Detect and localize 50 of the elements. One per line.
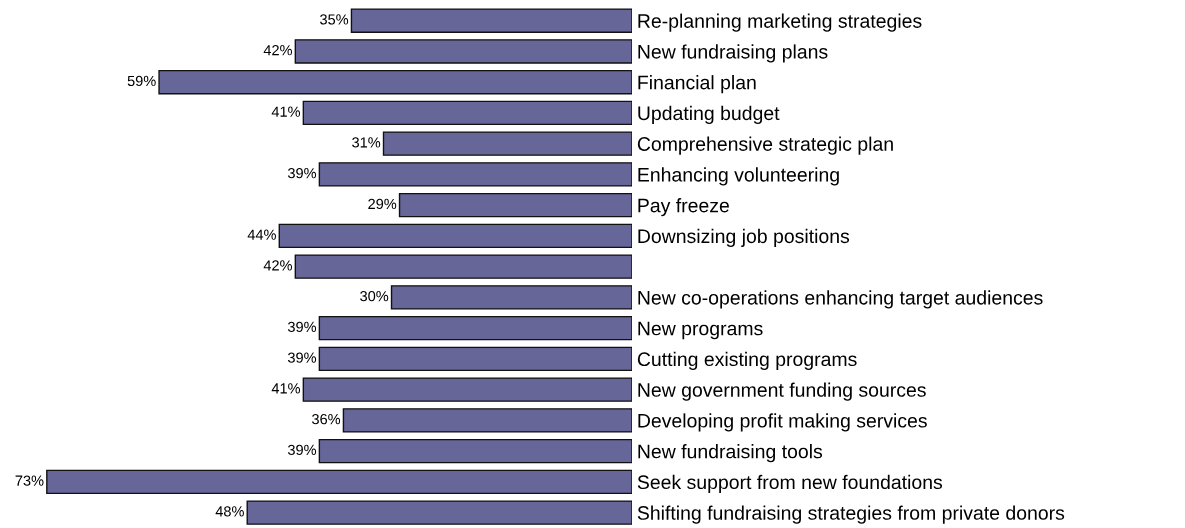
bar [294, 39, 632, 64]
y-tick-label: Seek support from new foundations [637, 474, 943, 493]
data-label: 73% [15, 475, 44, 486]
data-label: 29% [368, 198, 397, 210]
y-tick-label: New fundraising plans [638, 44, 828, 63]
y-tick-label: Shifting fundraising strategies from private donors [637, 505, 1065, 524]
data-label: 41% [271, 383, 301, 394]
bar [390, 285, 632, 310]
data-label: 39% [287, 321, 317, 333]
data-label: 41% [271, 106, 301, 117]
y-tick-label: Comprehensive strategic plan [637, 136, 893, 155]
bar [318, 438, 632, 464]
bar [318, 346, 632, 372]
bar [278, 223, 632, 249]
data-label: 39% [287, 352, 317, 363]
y-tick-label: Enhancing volunteering [638, 167, 839, 186]
y-tick-label: New government funding sources [638, 382, 926, 401]
y-tick-label: New programs [638, 321, 763, 340]
data-label: 39% [287, 444, 317, 456]
bar [318, 162, 632, 187]
y-tick-label: New fundraising tools [638, 444, 823, 463]
y-tick-label: Financial plan [638, 75, 756, 94]
y-tick-label: Downsizing job positions [638, 228, 850, 247]
bar [246, 500, 632, 525]
bar [350, 8, 632, 33]
data-label: 35% [320, 14, 349, 25]
y-tick-label: Updating budget [638, 105, 780, 124]
bar [342, 408, 632, 433]
data-label: 42% [263, 260, 293, 271]
bar [382, 131, 632, 156]
y-tick-label: Developing profit making services [638, 413, 927, 432]
bar [318, 315, 632, 341]
data-label: 36% [312, 413, 341, 425]
bar [398, 192, 632, 218]
data-label: 59% [127, 75, 156, 87]
data-label: 30% [360, 290, 389, 302]
data-label: 39% [287, 167, 317, 179]
bar [46, 469, 632, 495]
bar [302, 377, 632, 402]
data-label: 48% [215, 506, 244, 517]
bar [294, 254, 632, 279]
data-label: 44% [247, 229, 276, 240]
bar [158, 69, 632, 95]
y-tick-label: Pay freeze [638, 198, 729, 217]
y-tick-label: Re-planning marketing strategies [638, 13, 922, 32]
y-tick-label: New co-operations enhancing target audiences [638, 290, 1043, 309]
data-label: 31% [352, 137, 381, 148]
y-tick-label: Cutting existing programs [637, 351, 857, 370]
data-label: 42% [263, 44, 293, 56]
bar [302, 100, 632, 126]
